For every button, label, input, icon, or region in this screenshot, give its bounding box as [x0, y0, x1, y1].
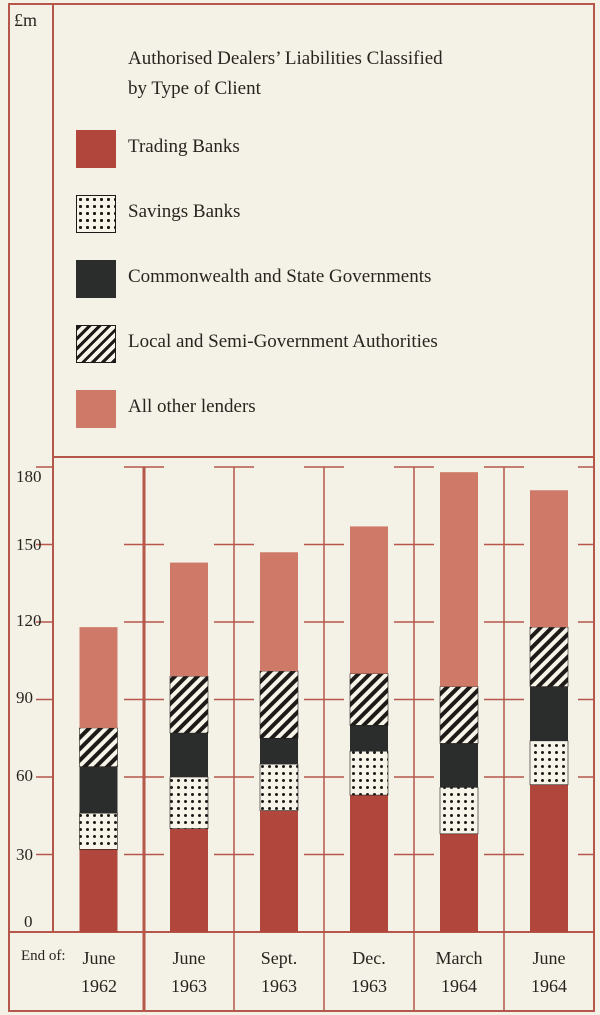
- x-category-june-1964: June 1964: [504, 944, 594, 1000]
- bar-segment-local-semi-government: [169, 675, 209, 734]
- legend-label-all-other-lenders: All other lenders: [128, 396, 256, 417]
- bar-segment-local-semi-government: [259, 670, 299, 739]
- x-category-year: 1963: [171, 976, 207, 996]
- legend-swatch-all-other-lenders: [76, 390, 116, 428]
- legend-item-trading-banks: Trading Banks: [76, 130, 576, 168]
- bar-segment-local-semi-government: [439, 686, 479, 744]
- bar-segment-all-other-lenders: [440, 472, 478, 687]
- bar-segment-commonwealth-state: [170, 733, 208, 777]
- bar-segment-savings-banks: [349, 750, 389, 796]
- legend-item-all-other-lenders: All other lenders: [76, 390, 576, 428]
- legend: Trading Banks Savings Banks Commonwealth…: [76, 130, 576, 455]
- legend-swatch-trading-banks: [76, 130, 116, 168]
- bar-segment-local-semi-government: [349, 673, 389, 726]
- x-category-year: 1964: [531, 976, 567, 996]
- bar-segment-all-other-lenders: [79, 627, 118, 728]
- bar-segment-commonwealth-state: [440, 743, 478, 788]
- legend-swatch-commonwealth-state: [76, 260, 116, 298]
- y-tick-label-90: 90: [16, 688, 33, 707]
- bar-segment-trading-banks: [260, 810, 298, 932]
- bar-segment-all-other-lenders: [350, 526, 388, 674]
- x-category-march-1964: March 1964: [414, 944, 504, 1000]
- y-tick-label-0: 0: [24, 912, 33, 931]
- x-category-june-1962: June 1962: [54, 944, 144, 1000]
- bar-segment-savings-banks: [529, 740, 569, 786]
- x-category-month: Dec.: [352, 948, 386, 968]
- bar-segment-savings-banks: [79, 812, 118, 850]
- x-category-month: June: [532, 948, 566, 968]
- bar-segment-commonwealth-state: [260, 738, 298, 765]
- legend-label-commonwealth-state: Commonwealth and State Governments: [128, 266, 432, 287]
- bar-segment-trading-banks: [350, 795, 388, 932]
- legend-swatch-local-semi-government: [76, 325, 116, 363]
- chart-title: Authorised Dealers’ Liabilities Classifi…: [128, 44, 568, 104]
- x-category-month: March: [435, 948, 483, 968]
- x-category-sept-1963: Sept. 1963: [234, 944, 324, 1000]
- y-tick-label-30: 30: [16, 845, 33, 864]
- y-axis-unit-label: £m: [14, 10, 38, 30]
- y-tick-label-150: 150: [16, 535, 42, 554]
- chart-title-line-1: Authorised Dealers’ Liabilities Classifi…: [128, 48, 443, 69]
- bar-segment-savings-banks: [439, 787, 479, 835]
- legend-label-local-semi-government: Local and Semi-Government Authorities: [128, 331, 438, 352]
- x-category-month: Sept.: [260, 948, 298, 968]
- x-category-year: 1963: [261, 976, 297, 996]
- bar-segment-all-other-lenders: [260, 552, 298, 672]
- bar-segment-local-semi-government: [79, 727, 118, 767]
- legend-label-savings-banks: Savings Banks: [128, 201, 241, 222]
- legend-item-local-semi-government: Local and Semi-Government Authorities: [76, 325, 576, 363]
- x-category-year: 1964: [441, 976, 477, 996]
- bar-segment-trading-banks: [530, 784, 568, 932]
- y-tick-label-120: 120: [16, 611, 42, 630]
- x-category-year: 1963: [351, 976, 387, 996]
- bar-segment-trading-banks: [440, 833, 478, 932]
- legend-item-commonwealth-state: Commonwealth and State Governments: [76, 260, 576, 298]
- x-category-june-1963: June 1963: [144, 944, 234, 1000]
- x-category-month: June: [172, 948, 206, 968]
- bar-segment-all-other-lenders: [170, 562, 208, 677]
- bar-segment-local-semi-government: [529, 626, 569, 687]
- legend-item-savings-banks: Savings Banks: [76, 195, 576, 233]
- x-axis-prefix-label: End of:: [21, 948, 66, 964]
- bar-segment-savings-banks: [169, 776, 209, 829]
- bar-segment-all-other-lenders: [530, 490, 568, 628]
- x-category-year: 1962: [81, 976, 117, 996]
- y-tick-label-180: 180: [16, 467, 42, 486]
- outer-frame: [8, 3, 595, 1012]
- bar-segment-commonwealth-state: [79, 766, 118, 814]
- legend-swatch-savings-banks: [76, 195, 116, 233]
- bar-segment-savings-banks: [259, 763, 299, 811]
- legend-label-trading-banks: Trading Banks: [128, 136, 240, 157]
- x-category-month: June: [82, 948, 116, 968]
- chart-title-line-2: by Type of Client: [128, 78, 261, 99]
- bar-segment-trading-banks: [170, 828, 208, 932]
- y-tick-label-60: 60: [16, 766, 33, 785]
- x-category-dec-1963: Dec. 1963: [324, 944, 414, 1000]
- bar-segment-trading-banks: [79, 849, 118, 932]
- bar-segment-commonwealth-state: [350, 725, 388, 752]
- bar-segment-commonwealth-state: [530, 686, 568, 741]
